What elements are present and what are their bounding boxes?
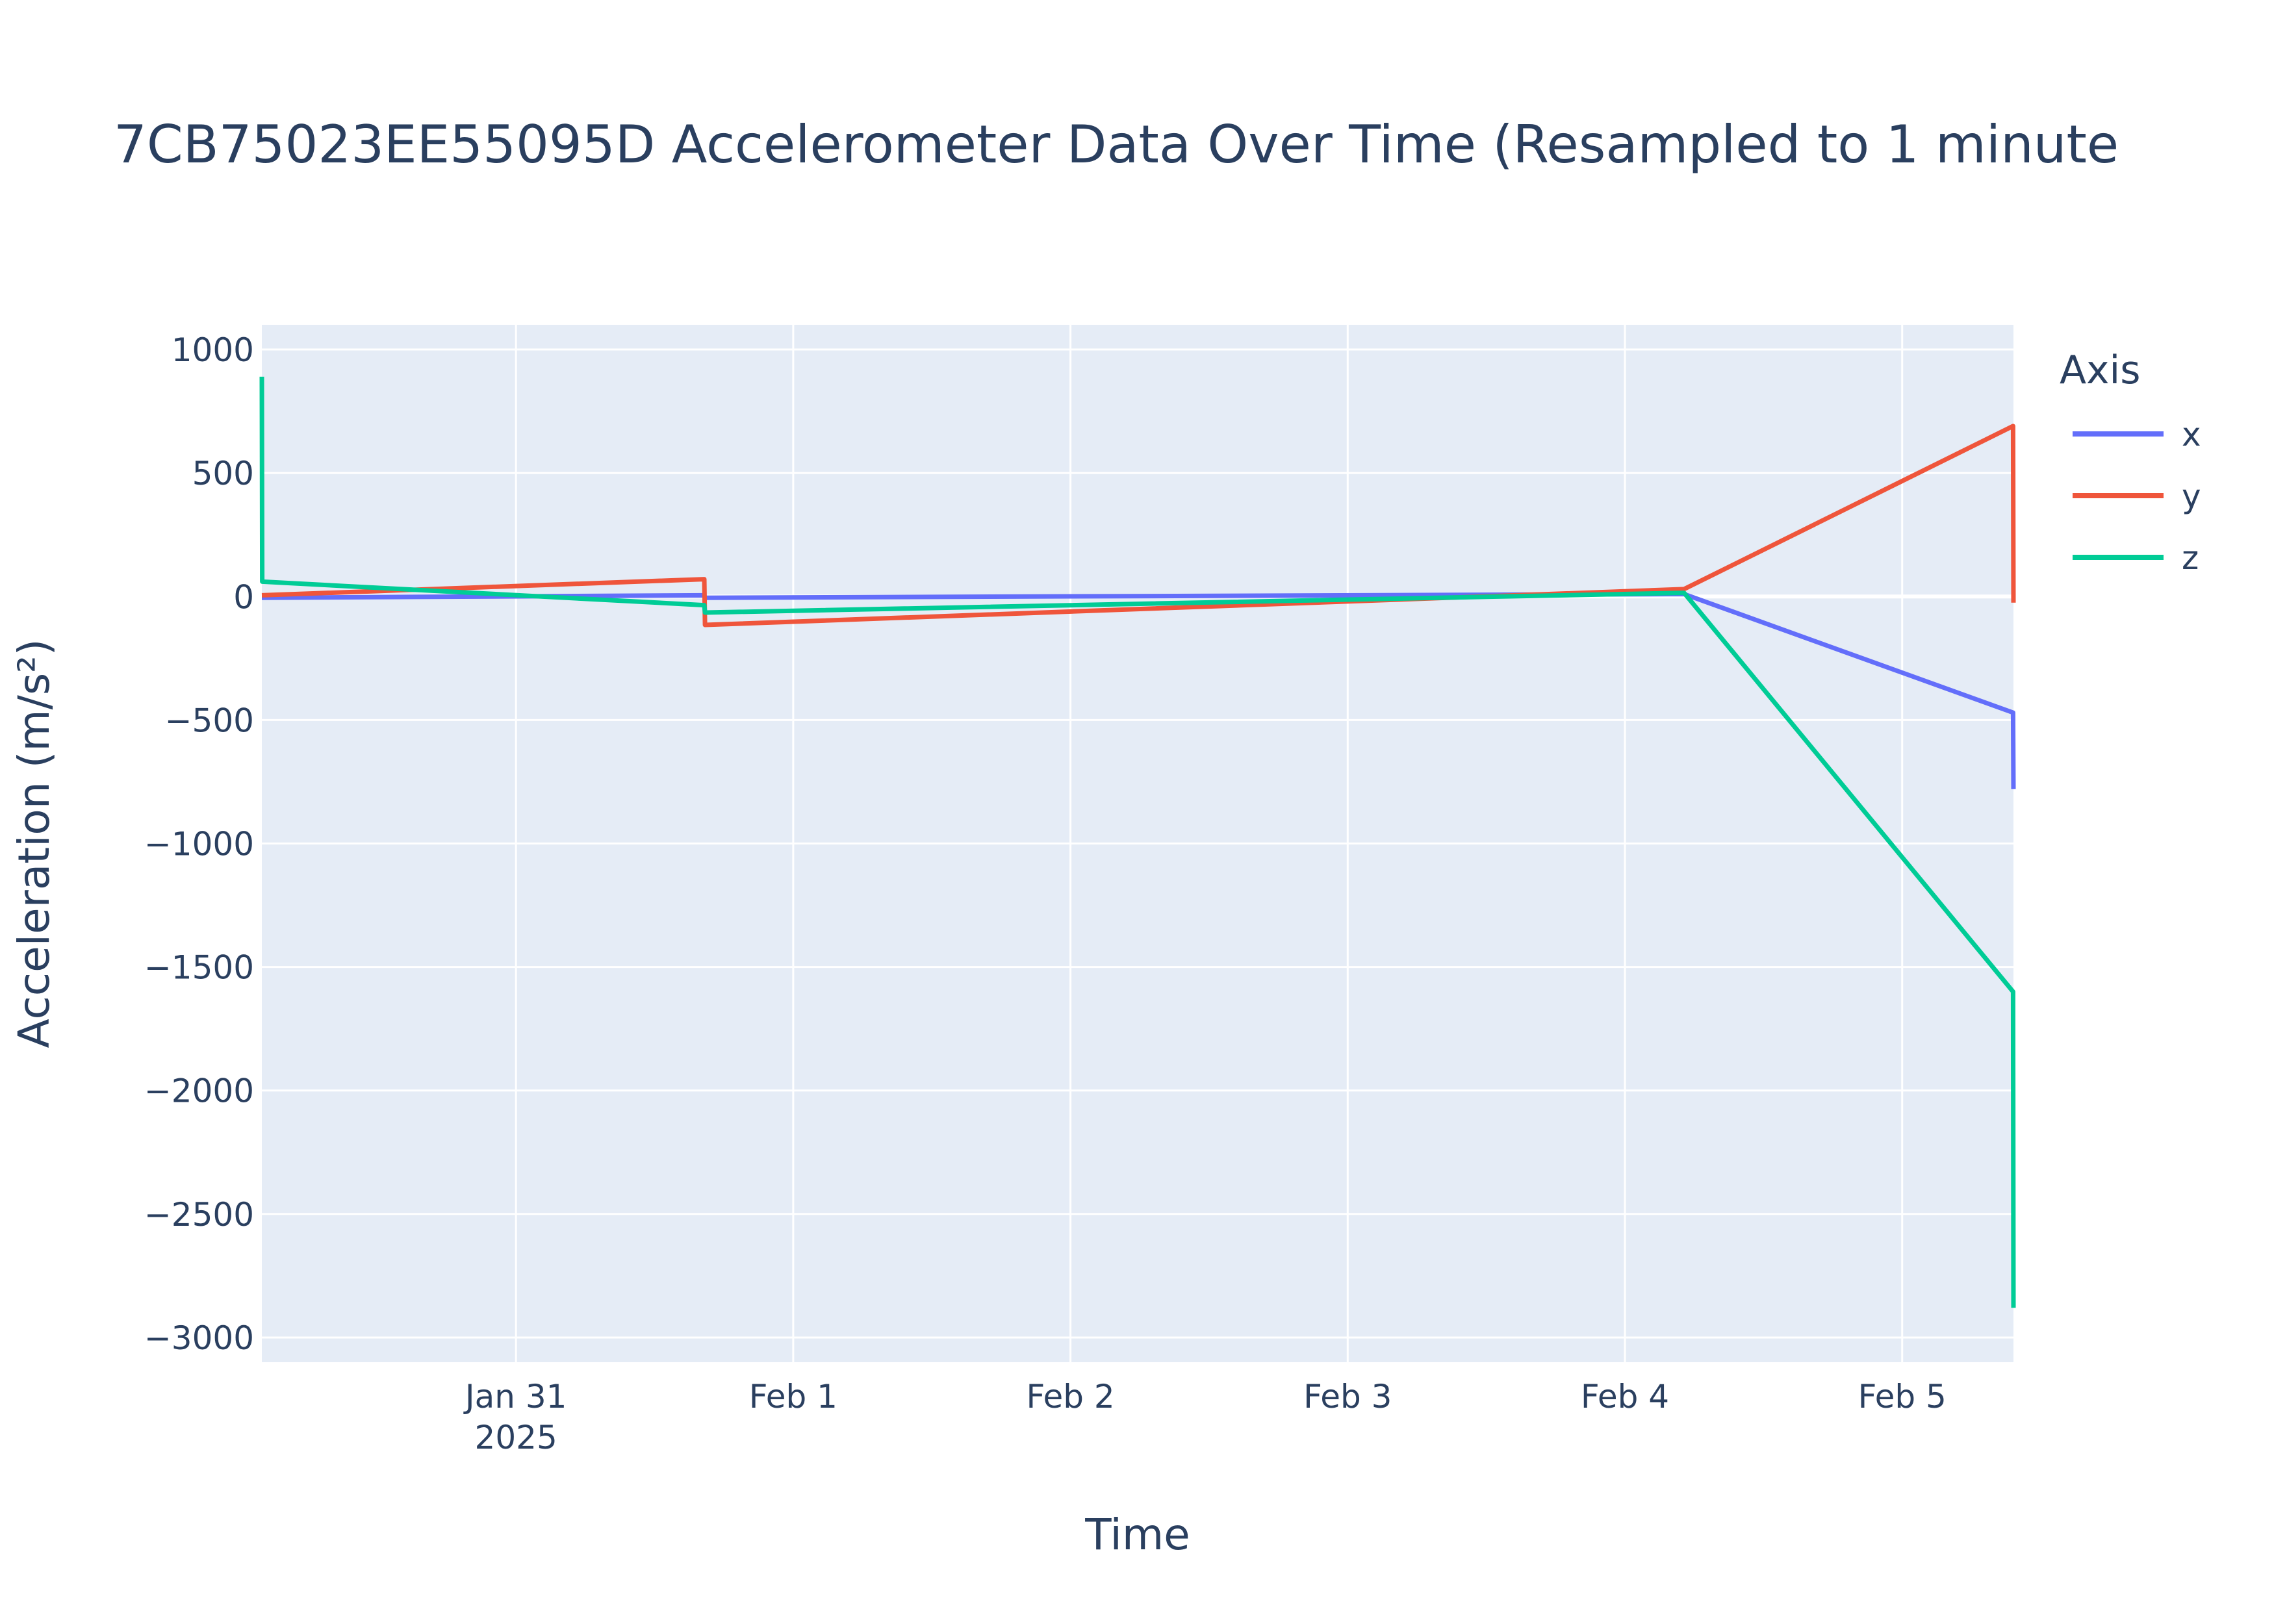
legend-label-x: x: [2182, 416, 2201, 453]
y-axis-ticks: 1000 500 0 −500 −1000 −1500 −2000 −2500 −3000: [144, 331, 254, 1357]
x-tick-label: Feb 3: [1303, 1378, 1392, 1415]
y-tick-label: −1000: [144, 826, 254, 863]
y-tick-label: −3000: [144, 1319, 254, 1357]
y-tick-label: −1500: [144, 949, 254, 987]
legend-item-x[interactable]: x: [2073, 416, 2201, 453]
legend-item-y[interactable]: y: [2073, 477, 2201, 515]
y-tick-label: −2500: [144, 1196, 254, 1234]
legend-label-z: z: [2182, 539, 2199, 577]
x-axis-ticks: Jan 31 2025 Feb 1 Feb 2 Feb 3 Feb 4 Feb 5: [463, 1378, 1947, 1456]
x-tick-label: Feb 2: [1026, 1378, 1114, 1415]
x-axis-title: Time: [1084, 1510, 1190, 1560]
y-tick-label: −2000: [144, 1072, 254, 1110]
x-tick-label: Feb 5: [1858, 1378, 1947, 1415]
y-tick-label: 0: [233, 578, 254, 616]
y-tick-label: 1000: [172, 331, 254, 369]
series-lines: [259, 376, 2016, 1308]
x-tick-label: Feb 4: [1581, 1378, 1669, 1415]
chart-title: 7CB75023EE55095D Accelerometer Data Over…: [114, 114, 2119, 175]
series-line-z: [259, 376, 2016, 1308]
y-tick-label: −500: [165, 702, 254, 739]
x-tick-label: Feb 1: [749, 1378, 837, 1415]
y-axis-title: Acceleration (m/s²): [9, 639, 59, 1048]
legend-label-y: y: [2182, 477, 2201, 515]
legend-item-z[interactable]: z: [2073, 539, 2199, 577]
legend-title: Axis: [2060, 348, 2140, 393]
legend[interactable]: Axis xyz: [2060, 348, 2201, 577]
series-line-x: [261, 592, 2016, 789]
x-tick-label: Jan 31: [463, 1378, 567, 1415]
x-tick-sublabel: 2025: [475, 1419, 557, 1456]
y-tick-label: 500: [192, 455, 254, 492]
series-line-y: [261, 424, 2016, 628]
